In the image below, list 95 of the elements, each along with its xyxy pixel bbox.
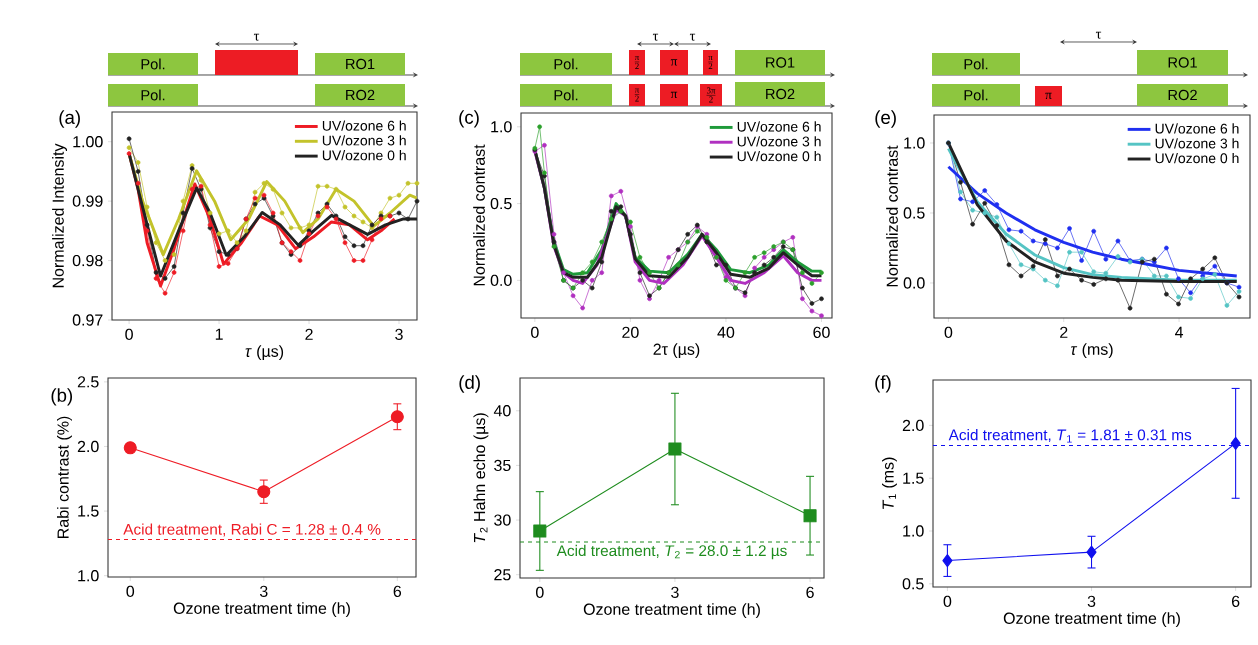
- text: π: [670, 91, 678, 99]
- text: τ: [689, 33, 696, 41]
- legend-label: UV/ozone 6 h: [737, 121, 821, 132]
- x-axis-title: τ (µs): [245, 345, 284, 361]
- x-tick-label: 3: [671, 586, 679, 599]
- text: Pol.: [554, 89, 578, 101]
- y-tick-label: 1.0: [491, 121, 512, 133]
- x-axis-title: 2τ (µs): [653, 343, 700, 359]
- y-tick-label: 0.5: [902, 578, 924, 590]
- legend-label: UV/ozone 0 h: [322, 150, 406, 161]
- y-tick-label: 0.99: [72, 195, 103, 207]
- x-tick-label: 0: [531, 326, 539, 339]
- y-tick-label: 1.0: [78, 570, 99, 582]
- chart-title: (f): [875, 375, 891, 393]
- x-tick-label: 6: [806, 586, 814, 599]
- text: RO2: [1168, 89, 1197, 101]
- legend-label: UV/ozone 0 h: [737, 150, 821, 162]
- x-axis-title: Ozone treatment time (h): [1003, 612, 1180, 628]
- chart-title: (c): [459, 110, 479, 128]
- y-axis-title: T$_{2}$ Hahn echo (µs): [473, 413, 489, 543]
- y-tick-label: 1.5: [78, 505, 99, 517]
- x-tick-label: 6: [393, 585, 402, 598]
- y-tick-label: 35: [494, 459, 511, 472]
- x-tick-label: 3: [1087, 595, 1096, 608]
- y-tick-label: 30: [494, 514, 511, 526]
- chart-title: (d): [459, 375, 480, 393]
- text: RO1: [1168, 57, 1197, 68]
- text: RO1: [766, 57, 795, 68]
- y-tick-label: 0.98: [72, 254, 103, 267]
- y-tick-label: 1.00: [73, 136, 103, 148]
- y-tick-label: 1.0: [904, 137, 925, 149]
- legend-label: UV/ozone 0 h: [1155, 152, 1239, 164]
- text: $\frac{\text{π}}{\text{2}}$: [634, 88, 640, 102]
- x-tick-label: 2: [1060, 326, 1068, 338]
- legend-label: UV/ozone 6 h: [322, 120, 406, 131]
- text: $\frac{\text{π}}{\text{2}}$: [634, 55, 640, 70]
- y-tick-label: 0.97: [72, 314, 103, 326]
- y-tick-label: 2.0: [77, 440, 99, 453]
- x-tick-label: 20: [622, 326, 639, 339]
- legend-label: UV/ozone 3 h: [1155, 138, 1239, 149]
- ref-line-label: Acid treatment, T$_{1}$ = 1.81 ± 0.31 ms: [948, 429, 1192, 443]
- y-axis-title: Normalized contrast: [473, 144, 485, 286]
- y-axis-title: Rabi contrast (%): [57, 416, 72, 538]
- y-axis-title: Normalized Intensity: [52, 143, 68, 288]
- x-tick-label: 3: [259, 585, 268, 598]
- text: Pol.: [141, 89, 165, 101]
- x-tick-label: 0: [126, 585, 135, 598]
- text: $\frac{\text{π}}{\text{2}}$: [708, 55, 713, 70]
- x-tick-label: 2: [305, 328, 313, 340]
- text: RO1: [346, 58, 375, 70]
- text: τ: [1095, 31, 1102, 39]
- x-axis-title: Ozone treatment time (h): [583, 603, 760, 619]
- legend-label: UV/ozone 3 h: [737, 136, 821, 147]
- y-tick-label: 25: [494, 569, 511, 581]
- chart-title: (a): [59, 110, 80, 128]
- x-axis-title: τ (ms): [1070, 343, 1113, 359]
- x-tick-label: 0: [943, 595, 952, 608]
- ref-line-label: Acid treatment, T$_{2}$ = 28.0 ± 1.2 µs: [556, 544, 787, 560]
- text: $\frac{\text{3π}}{\text{2}}$: [706, 87, 716, 103]
- y-tick-label: 0.5: [490, 197, 512, 210]
- y-tick-label: 1.0: [903, 525, 924, 537]
- y-tick-label: 2.0: [902, 419, 924, 432]
- ref-line-label: Acid treatment, Rabi C = 1.28 ± 0.4 %: [123, 523, 381, 537]
- y-tick-label: 2.5: [77, 376, 99, 388]
- x-tick-label: 40: [717, 326, 735, 339]
- text: τ: [652, 33, 659, 41]
- text: Pol.: [964, 58, 988, 70]
- legend-label: UV/ozone 6 h: [1155, 123, 1239, 134]
- text: Pol.: [554, 58, 578, 70]
- x-tick-label: 0: [125, 328, 133, 341]
- text: Pol.: [964, 89, 988, 101]
- x-tick-label: 4: [1175, 326, 1184, 338]
- y-axis-title: Normalized contrast: [886, 145, 898, 287]
- y-tick-label: 1.5: [903, 472, 924, 484]
- chart-title: (e): [875, 110, 896, 128]
- y-tick-label: 40: [493, 405, 511, 417]
- y-tick-label: 0.0: [490, 274, 512, 287]
- x-axis-title: Ozone treatment time (h): [173, 602, 350, 618]
- x-tick-label: 6: [1232, 595, 1240, 608]
- text: Pol.: [141, 58, 165, 70]
- y-axis-title: T$_{1}$ (ms): [882, 457, 897, 509]
- x-tick-label: 3: [395, 328, 403, 341]
- text: (b): [51, 388, 73, 406]
- x-tick-label: 60: [813, 326, 830, 339]
- text: τ: [253, 33, 260, 41]
- x-tick-label: 1: [215, 328, 223, 340]
- y-tick-label: 0.5: [903, 207, 925, 219]
- x-tick-label: 0: [944, 326, 953, 339]
- text: π: [670, 59, 678, 66]
- text: RO2: [766, 88, 795, 100]
- text: RO2: [346, 89, 375, 101]
- legend-label: UV/ozone 3 h: [322, 135, 406, 146]
- x-tick-label: 0: [536, 586, 544, 599]
- y-tick-label: 0.0: [903, 277, 925, 289]
- text: π: [1045, 92, 1052, 100]
